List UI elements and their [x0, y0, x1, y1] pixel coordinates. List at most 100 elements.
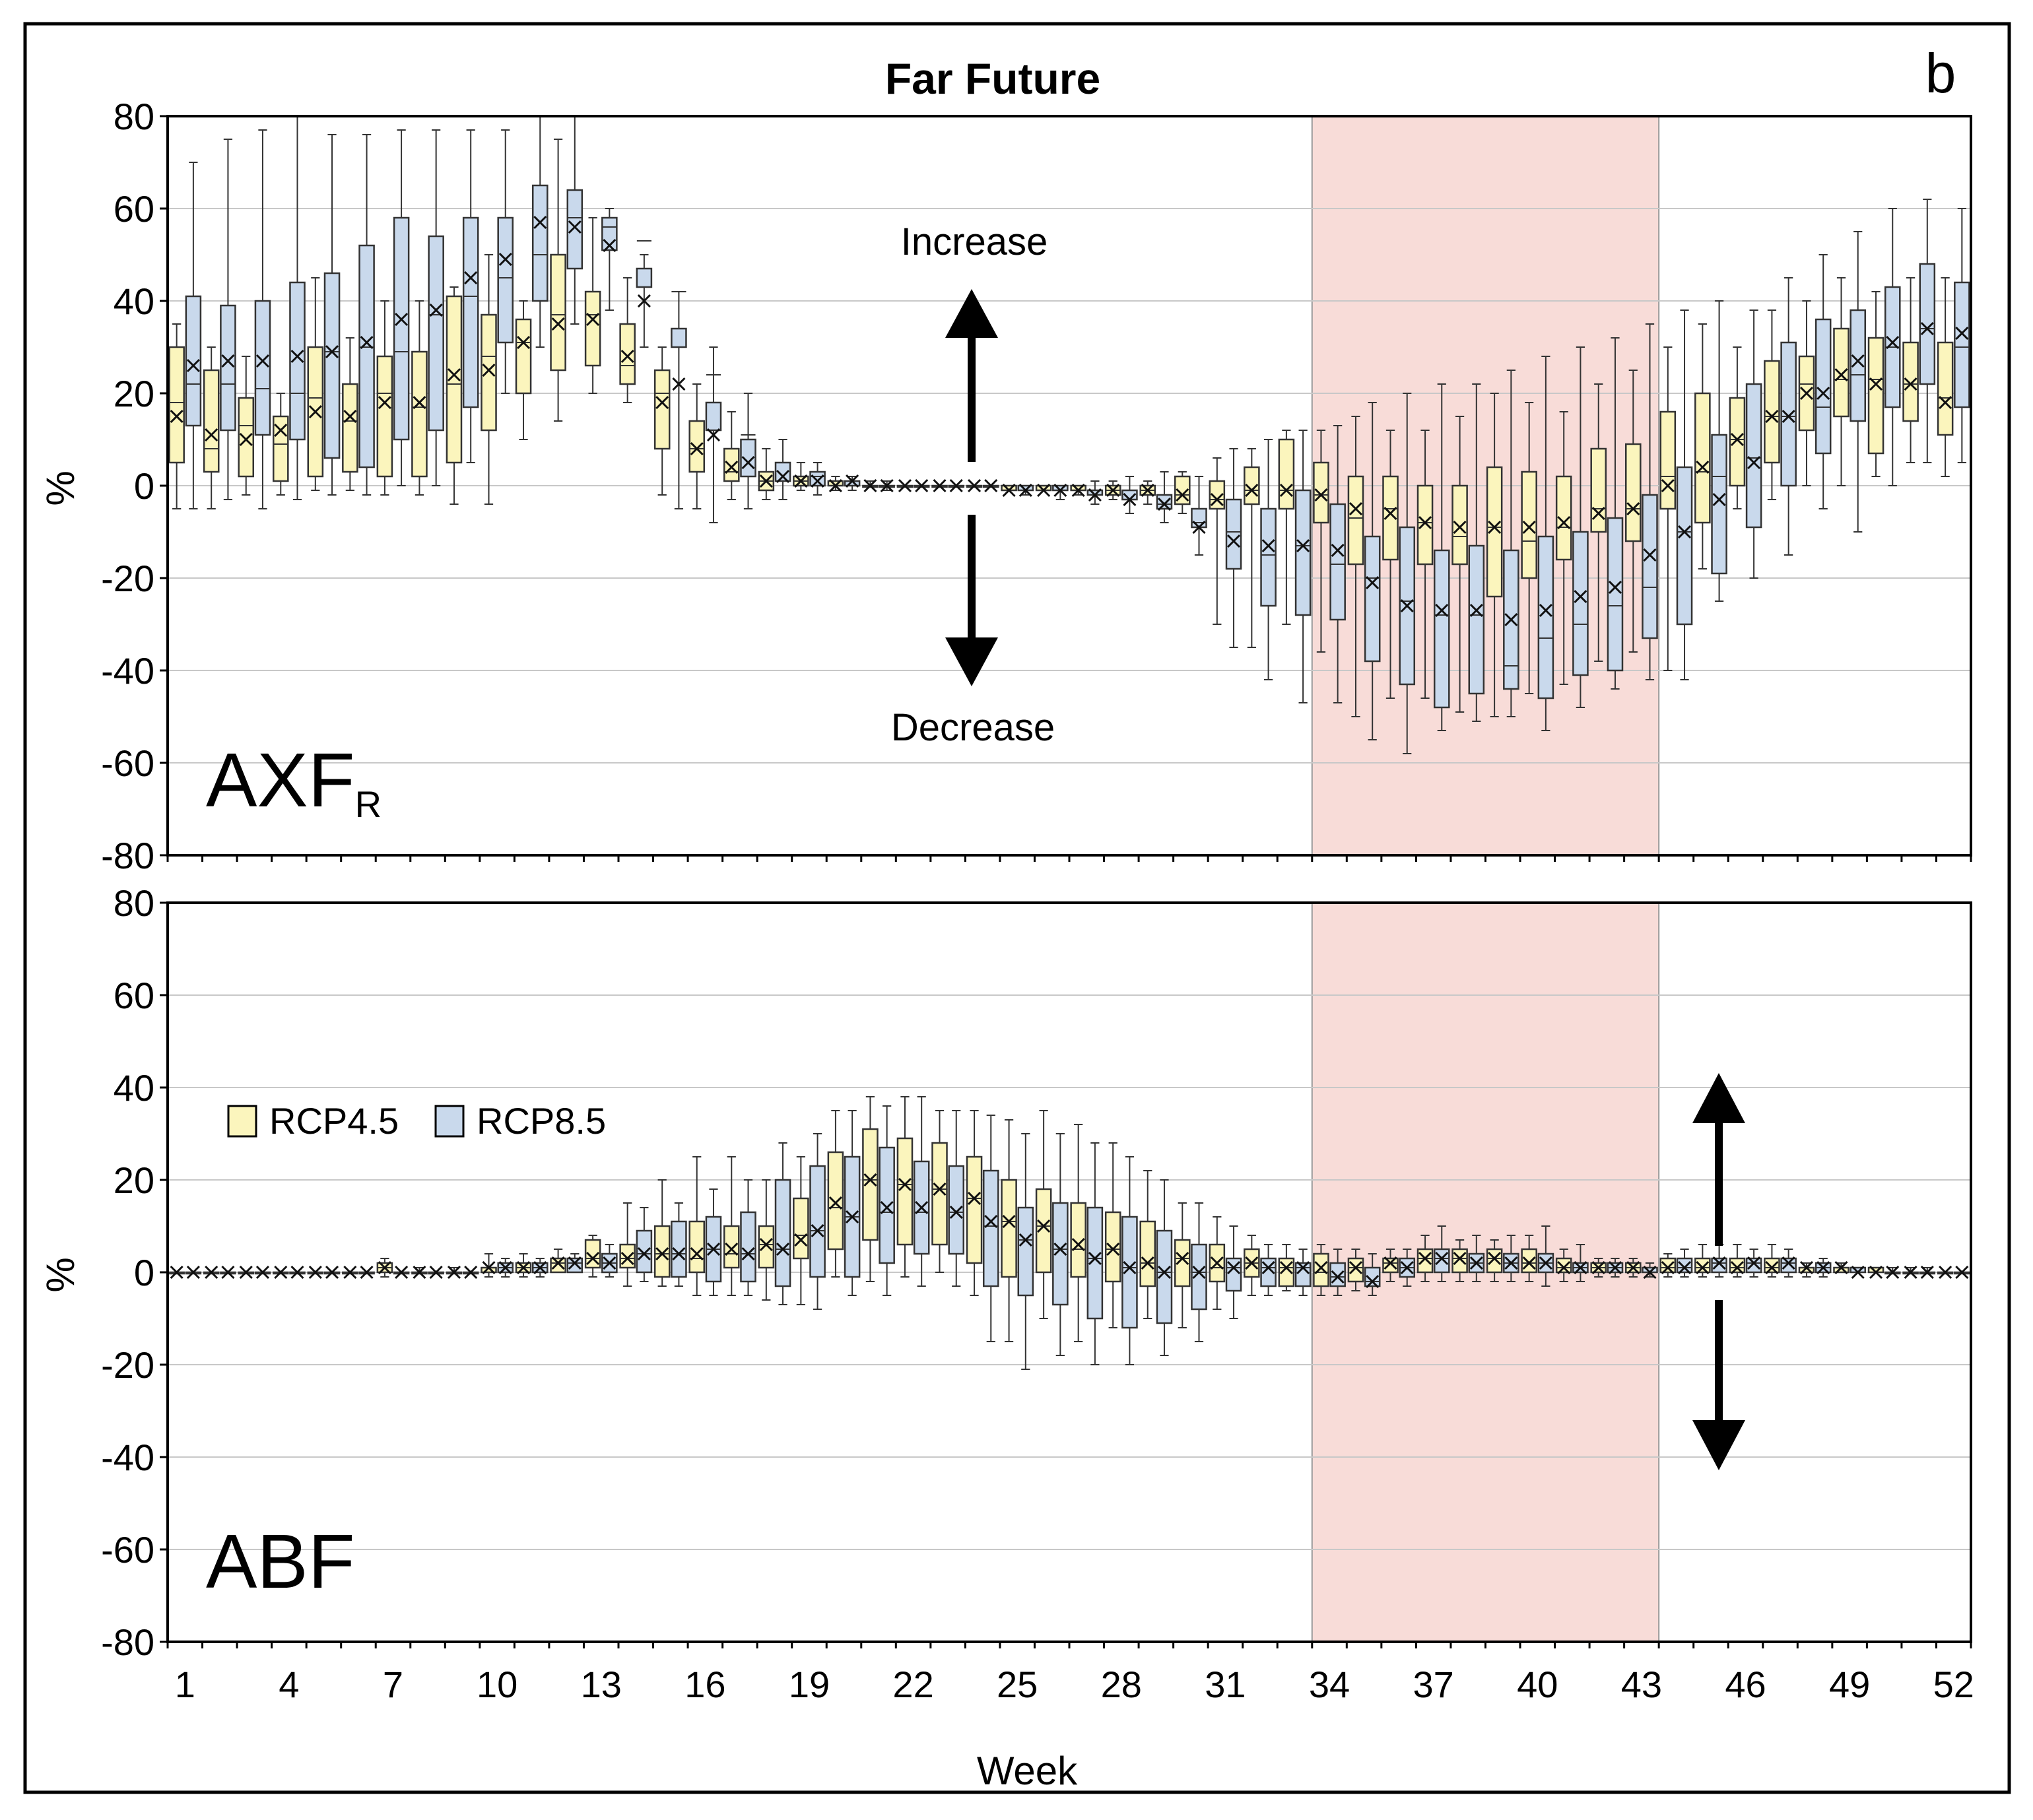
box-rcp45-week-31	[1209, 457, 1226, 625]
mean-marker	[482, 363, 496, 377]
iqr-box	[428, 235, 444, 432]
iqr-box	[1745, 383, 1762, 529]
iqr-box	[1659, 410, 1677, 510]
iqr-box	[1521, 471, 1537, 579]
box-rcp45-week-21	[862, 1096, 879, 1282]
mean-marker	[1331, 1270, 1345, 1284]
mean-marker	[1157, 497, 1172, 511]
mean-marker	[1261, 1260, 1275, 1275]
mean-marker	[447, 1265, 461, 1280]
iqr-box	[653, 1225, 671, 1278]
mean-marker	[1782, 1256, 1795, 1270]
box-rcp85-week-32	[1260, 1244, 1277, 1296]
mean-marker	[655, 1247, 669, 1261]
legend-swatch-rcp85	[434, 1105, 465, 1138]
iqr-box	[740, 1211, 756, 1283]
box-rcp85-week-16	[705, 346, 722, 523]
mean-marker	[776, 1242, 790, 1256]
box-rcp85-week-9	[462, 129, 479, 463]
box-rcp85-week-38	[1468, 383, 1485, 722]
mean-marker	[395, 1265, 409, 1280]
box-rcp85-week-10	[497, 1258, 514, 1278]
box-rcp85-week-28	[1121, 1156, 1138, 1365]
mean-marker	[1210, 1256, 1224, 1270]
box-rcp45-week-4	[272, 1265, 289, 1280]
mean-marker	[1037, 1219, 1051, 1233]
mean-marker	[1418, 515, 1432, 530]
box-rcp85-week-27	[1086, 1142, 1104, 1365]
box-rcp45-week-6	[342, 337, 358, 491]
mean-marker	[1106, 1242, 1120, 1256]
x-tick-label: 25	[997, 1664, 1038, 1705]
box-rcp45-week-16	[688, 383, 706, 509]
box-rcp45-week-29	[1139, 1170, 1156, 1319]
mean-marker	[516, 1260, 531, 1275]
mean-marker	[378, 395, 391, 410]
mean-marker	[1088, 1251, 1102, 1266]
mean-marker	[308, 405, 322, 419]
mean-marker	[1955, 326, 1969, 341]
up-arrow-head	[945, 289, 998, 338]
mean-marker	[186, 1265, 200, 1280]
iqr-box	[1780, 1257, 1797, 1274]
mean-marker	[1816, 386, 1830, 401]
box-rcp85-week-32	[1260, 439, 1277, 680]
box-rcp45-week-31	[1209, 1216, 1226, 1310]
box-rcp45-week-40	[1521, 402, 1537, 694]
mean-marker	[498, 1260, 512, 1275]
mean-marker	[429, 303, 443, 317]
box-rcp45-week-48	[1798, 300, 1815, 486]
mean-marker	[1869, 377, 1883, 391]
box-rcp45-week-23	[931, 1110, 948, 1273]
iqr-box	[203, 369, 220, 473]
box-rcp85-week-38	[1468, 1235, 1485, 1282]
iqr-box	[1260, 507, 1277, 607]
x-tick-label: 52	[1933, 1664, 1974, 1705]
box-rcp45-week-15	[653, 346, 671, 496]
mean-marker	[794, 1233, 808, 1247]
box-rcp85-week-10	[497, 129, 514, 394]
box-rcp85-week-46	[1745, 309, 1762, 579]
mean-marker	[655, 395, 669, 410]
box-rcp45-week-18	[758, 448, 775, 500]
box-rcp45-week-17	[723, 1156, 740, 1296]
iqr-box	[462, 216, 479, 408]
mean-marker	[1400, 1260, 1414, 1275]
mean-marker	[1018, 1233, 1032, 1247]
mean-marker	[1557, 1260, 1571, 1275]
mean-marker	[1296, 538, 1310, 553]
mean-marker	[620, 1251, 634, 1266]
mean-marker	[239, 1265, 253, 1280]
box-rcp45-week-35	[1347, 1249, 1364, 1291]
box-rcp85-week-51	[1919, 199, 1936, 463]
iqr-box	[827, 1151, 844, 1251]
iqr-box	[1572, 531, 1589, 676]
iqr-box	[168, 346, 185, 464]
mean-marker	[1366, 1274, 1380, 1289]
mean-marker	[1366, 575, 1380, 590]
mean-marker	[170, 409, 183, 424]
mean-marker	[637, 1247, 651, 1261]
mean-marker	[1799, 386, 1814, 401]
mean-marker	[1834, 1260, 1848, 1275]
iqr-box	[1902, 341, 1919, 422]
mean-marker	[1157, 1265, 1172, 1280]
mean-marker	[1747, 455, 1761, 470]
y-axis-label: %	[38, 471, 83, 505]
chart-title: Far Future	[885, 54, 1100, 103]
box-rcp45-week-35	[1347, 416, 1364, 717]
box-rcp85-week-19	[809, 1133, 826, 1310]
iqr-box	[966, 1155, 983, 1264]
mean-marker	[274, 1265, 288, 1280]
mean-marker	[290, 1265, 304, 1280]
box-rcp85-week-43	[1642, 1262, 1658, 1280]
box-rcp45-week-5	[307, 1265, 324, 1280]
mean-marker	[1869, 1265, 1883, 1280]
iqr-box	[1086, 1206, 1104, 1320]
box-rcp45-week-4	[272, 393, 289, 496]
mean-marker	[205, 428, 218, 442]
mean-marker	[1920, 1265, 1934, 1280]
mean-marker	[1539, 1256, 1552, 1270]
mean-marker	[967, 1191, 982, 1206]
